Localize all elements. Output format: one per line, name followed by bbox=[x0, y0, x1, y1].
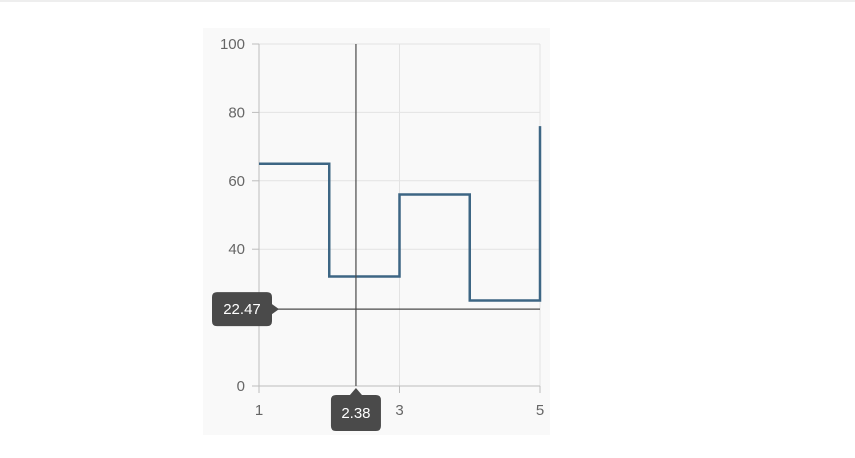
x-tick-label: 3 bbox=[395, 402, 403, 419]
crosshair-x-label-bubble bbox=[330, 388, 381, 431]
series-layer bbox=[259, 126, 542, 302]
x-tick-label: 5 bbox=[536, 402, 544, 419]
y-tick-label: 0 bbox=[237, 378, 245, 395]
crosshair-y-label-bubble bbox=[212, 292, 279, 327]
chart-panel bbox=[203, 28, 550, 435]
y-tick-label: 80 bbox=[228, 104, 245, 121]
y-tick-label: 100 bbox=[220, 36, 245, 53]
x-tick-label: 1 bbox=[255, 402, 263, 419]
axis-layer: 0 40 60 80 100 1 3 5 bbox=[220, 36, 544, 419]
step-series-line bbox=[259, 126, 542, 302]
crosshair-x-label: 2.38 bbox=[341, 405, 370, 422]
y-tick-label: 60 bbox=[228, 173, 245, 190]
crosshair-y-label: 22.47 bbox=[223, 301, 261, 318]
crosshair-layer: 22.47 2.38 bbox=[212, 44, 540, 431]
top-divider bbox=[0, 0, 855, 2]
step-line-chart[interactable]: 0 40 60 80 100 1 3 5 22.47 2.38 bbox=[203, 28, 550, 435]
y-tick-label: 40 bbox=[228, 241, 245, 258]
